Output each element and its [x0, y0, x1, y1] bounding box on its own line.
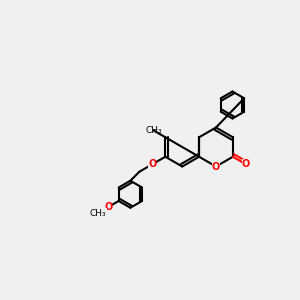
Text: CH₃: CH₃ [145, 126, 162, 135]
Text: CH₃: CH₃ [90, 208, 106, 217]
Text: O: O [104, 202, 112, 212]
Text: O: O [242, 159, 250, 169]
Text: O: O [212, 161, 220, 172]
Text: O: O [148, 159, 157, 169]
